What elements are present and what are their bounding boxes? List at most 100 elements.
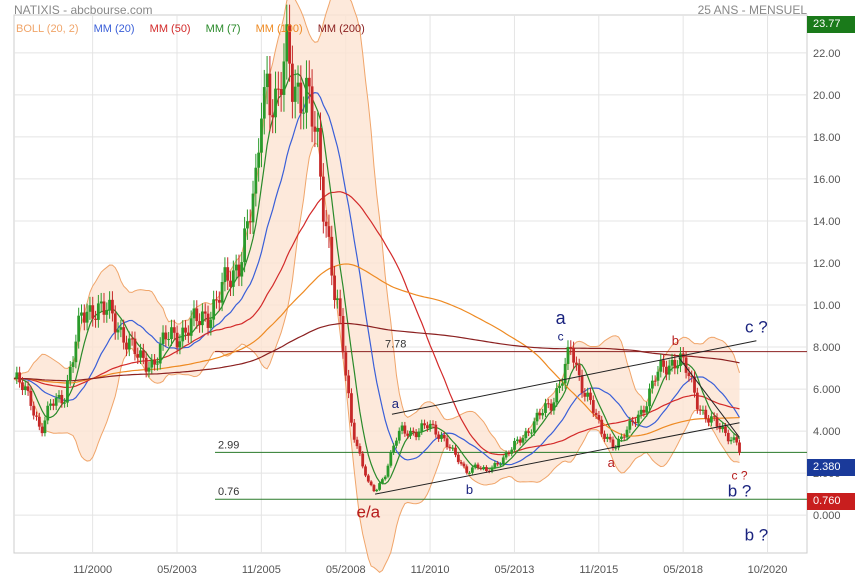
candle-body [622,436,626,438]
candle-body [425,425,429,429]
y-tick-label: 16.00 [813,174,841,186]
candle-body [383,476,387,480]
candle-body [71,362,75,367]
candle-body [524,431,528,439]
candle-body [712,416,716,418]
candle-body [99,301,103,304]
y-tick-label: 6.000 [813,384,841,396]
candle-body [662,360,665,367]
candle-body [552,402,556,411]
candle-body [364,466,367,476]
candle-body [518,439,522,443]
candle-body [338,298,342,317]
chart-title: NATIXIS - abcbourse.com [14,3,153,17]
candle-body [555,388,559,403]
candle-body [437,434,441,439]
candle-body [248,221,252,223]
candle-body [501,457,505,465]
legend-mm50: MM (50) [149,23,191,35]
candle-body [639,409,643,415]
candle-body [156,363,159,365]
candle-body [431,423,435,425]
candle-body [333,275,336,301]
candle-body [603,433,606,439]
candle-body [307,77,311,87]
candle-body [504,452,508,458]
candle-body [479,467,483,469]
candle-body [631,420,635,422]
candle-body [628,420,632,430]
candle-body [389,452,393,466]
candle-body [49,403,52,406]
candle-body [274,88,277,118]
candle-body [420,423,424,432]
bollinger-fill [14,0,740,573]
candle-body [130,338,134,340]
candle-body [605,436,609,439]
candle-body [355,439,359,447]
candle-body [105,310,109,315]
candle-body [150,360,154,368]
candle-body [302,112,306,114]
wave-label: e/a [356,502,380,521]
candle-body [147,367,151,372]
candle-body [473,464,477,468]
y-tick-label: 14.00 [813,216,841,228]
candle-body [440,434,443,439]
x-tick-label: 05/2008 [326,564,366,576]
candle-body [172,327,176,333]
candle-body [43,420,47,434]
candle-body [229,280,232,287]
moving-average-line [13,191,740,456]
candle-body [305,77,308,113]
candle-body [659,360,663,372]
y-tick-label: 8.000 [813,342,841,354]
x-tick-label: 11/2005 [242,564,281,576]
candle-body [395,440,398,446]
chart-grid [14,15,807,553]
moving-average-line [13,263,740,437]
y-tick-label: 12.00 [813,258,841,270]
candle-body [434,424,438,435]
candle-body [507,452,511,454]
candle-body [445,438,449,448]
candle-body [85,311,89,323]
candle-body [380,479,384,484]
candle-body [215,299,218,301]
candle-body [721,426,725,430]
candle-body [490,467,494,472]
candle-body [642,409,646,413]
candle-body [653,380,657,382]
candle-body [77,315,81,342]
candle-body [687,372,691,377]
trend-line [678,357,740,438]
candle-body [715,417,719,427]
low-price-tag: 0.760 [807,493,855,510]
x-tick-label: 05/2003 [157,564,197,576]
last-price-tag: 2.380 [807,459,855,476]
candle-body [482,467,486,469]
candle-body [80,312,83,316]
candle-body [454,447,457,455]
candle-body [260,118,263,153]
candle-body [341,316,345,353]
candle-body [198,321,201,326]
candle-body [127,338,131,350]
candle-body [296,82,300,87]
candle-body [68,366,72,381]
x-tick-label: 11/2010 [411,564,450,576]
candle-body [94,318,97,320]
candle-body [428,423,432,429]
wave-label: c [558,330,564,344]
candle-body [203,311,207,314]
candle-body [352,422,356,440]
candle-body [532,421,536,433]
candlesticks [15,4,741,493]
candle-body [167,339,171,341]
candle-body [544,403,547,413]
candle-body [403,425,407,434]
candle-body [23,386,27,391]
candle-body [527,431,531,433]
candle-body [698,409,702,411]
